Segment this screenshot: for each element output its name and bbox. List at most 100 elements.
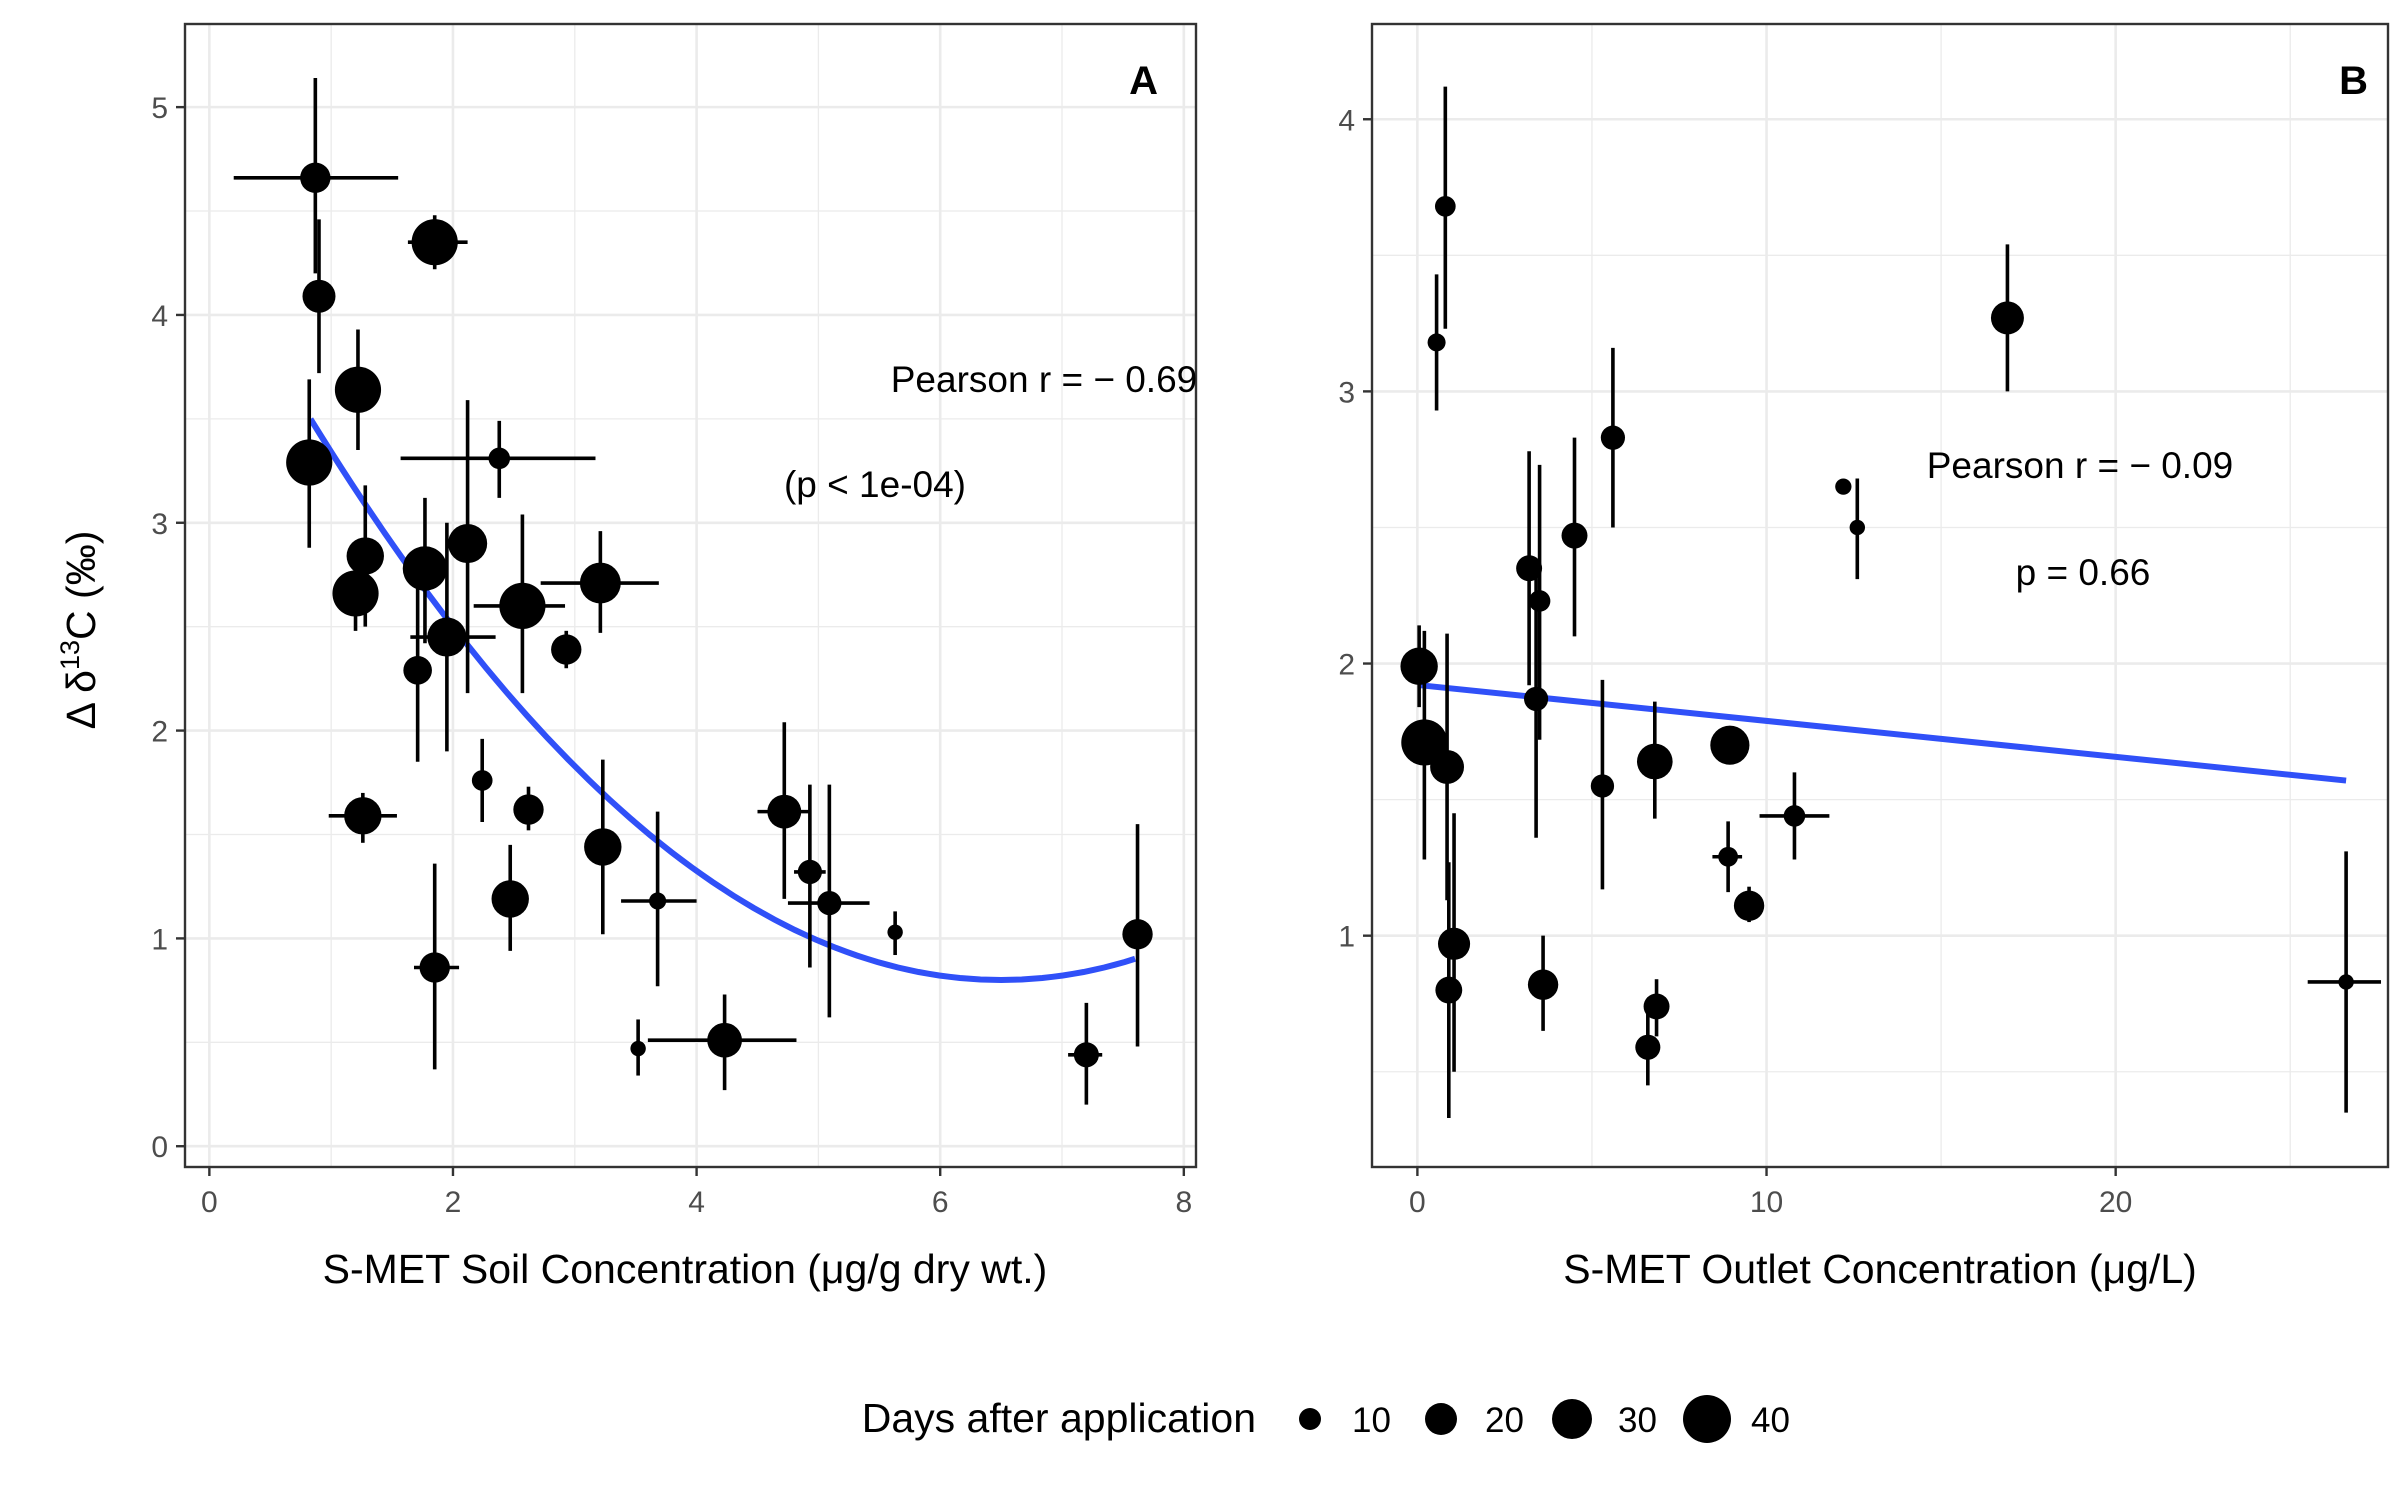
data-point: [1435, 976, 1463, 1004]
legend-label: 10: [1352, 1401, 1391, 1440]
panel-a-x-axis-title: S-MET Soil Concentration (μg/g dry wt.): [323, 1246, 1048, 1292]
data-point: [1528, 590, 1551, 612]
data-point: [1401, 719, 1448, 766]
y-axis-title-rest: C (‰): [58, 531, 104, 640]
data-point: [1430, 750, 1465, 784]
data-point: [1600, 425, 1626, 450]
legend-key-circle: [1683, 1395, 1731, 1443]
y-axis-title-superscript: 13: [55, 640, 85, 670]
data-point: [1122, 919, 1153, 950]
x-tick-label: 0: [201, 1186, 218, 1219]
data-point: [1561, 522, 1588, 549]
panel-a-axes: 0 2 4 6 8 0 1 2 3 4 5: [151, 22, 1198, 1219]
data-point: [334, 366, 382, 413]
data-point: [1849, 519, 1866, 536]
data-point: [707, 1022, 742, 1058]
y-tick-label: 2: [151, 716, 168, 749]
panel-a-grid: [185, 24, 1196, 1167]
legend-key-circle: [1299, 1408, 1321, 1430]
data-point: [1527, 969, 1559, 1000]
data-point: [1437, 927, 1471, 960]
data-point: [1073, 1042, 1099, 1068]
data-point: [1516, 555, 1543, 582]
y-tick-label: 4: [151, 300, 168, 333]
data-point: [1427, 333, 1446, 352]
data-point: [346, 537, 384, 575]
y-tick-label: 1: [1338, 921, 1355, 954]
legend-entry: 40: [1683, 1395, 1790, 1443]
y-tick-label: 2: [1338, 649, 1355, 682]
y-tick-label: 1: [151, 923, 168, 956]
data-point: [1783, 805, 1806, 827]
panel-a: 0 2 4 6 8 0 1 2 3 4 5 A Pearson r = − 0.69 (p < 1e…: [55, 22, 1198, 1292]
x-tick-label: 10: [1750, 1186, 1783, 1219]
data-point: [448, 523, 488, 564]
data-point: [887, 924, 903, 940]
data-point: [584, 828, 622, 866]
y-tick-label: 5: [151, 92, 168, 125]
legend-label: 40: [1751, 1401, 1790, 1440]
data-point: [332, 570, 379, 617]
panel-b-annotation-p: p = 0.66: [2016, 552, 2151, 593]
data-point: [797, 859, 822, 884]
legend-label: 30: [1618, 1401, 1657, 1440]
data-point: [427, 617, 467, 657]
legend-title: Days after application: [862, 1395, 1256, 1441]
panel-a-border: [183, 22, 1198, 1169]
data-point: [300, 162, 331, 193]
data-point: [491, 880, 529, 918]
legend-key-circle: [1425, 1403, 1457, 1435]
data-point: [1636, 743, 1673, 780]
y-tick-label: 3: [151, 508, 168, 541]
panel-a-tag: A: [1129, 59, 1158, 103]
x-tick-label: 2: [445, 1186, 462, 1219]
legend-key-circle: [1552, 1399, 1592, 1439]
data-point: [1590, 774, 1615, 798]
data-point: [1990, 301, 2024, 335]
data-point: [488, 447, 511, 470]
data-point: [649, 892, 667, 910]
data-point: [1635, 1034, 1661, 1060]
data-point: [403, 656, 432, 685]
panel-a-annotation-p: (p < 1e-04): [784, 464, 966, 505]
legend-entry: 30: [1552, 1399, 1657, 1440]
panel-b-fit-layer: [1420, 682, 2347, 784]
x-tick-label: 0: [1409, 1186, 1426, 1219]
data-point: [402, 546, 448, 591]
data-point: [1643, 993, 1670, 1020]
panel-b-fit-line: [1420, 682, 2347, 784]
panel-b-grid: [1372, 24, 2388, 1167]
legend-entry: 20: [1425, 1401, 1524, 1440]
y-axis-title-delta: Δ δ: [58, 670, 104, 729]
y-tick-label: 4: [1338, 104, 1355, 137]
legend: Days after application 10 20 30 40: [862, 1395, 1790, 1443]
data-point: [817, 890, 842, 916]
data-point: [1835, 478, 1852, 495]
legend-entry: 10: [1299, 1401, 1391, 1440]
panel-a-y-axis-title: Δ δ13C (‰): [55, 531, 104, 730]
panel-a-points: [286, 162, 1153, 1068]
data-point: [1400, 647, 1438, 685]
data-point: [1434, 195, 1456, 217]
data-point: [2338, 974, 2354, 990]
x-tick-label: 6: [932, 1186, 949, 1219]
data-point: [499, 582, 546, 629]
data-point: [411, 219, 458, 266]
panel-b-border: [1370, 22, 2390, 1169]
legend-label: 20: [1485, 1401, 1524, 1440]
data-point: [767, 794, 802, 829]
data-point: [1523, 686, 1549, 712]
data-point: [286, 439, 333, 486]
data-point: [551, 634, 582, 665]
x-tick-label: 20: [2099, 1186, 2132, 1219]
panel-b-annotation-pearson: Pearson r = − 0.09: [1927, 445, 2233, 486]
data-point: [1733, 890, 1765, 921]
data-point: [513, 794, 544, 825]
data-point: [630, 1040, 646, 1057]
panel-b-axes: 0 10 20 1 2 3 4: [1338, 22, 2390, 1219]
data-point: [419, 952, 450, 983]
y-tick-label: 3: [1338, 376, 1355, 409]
panel-b-tag: B: [2339, 59, 2368, 103]
